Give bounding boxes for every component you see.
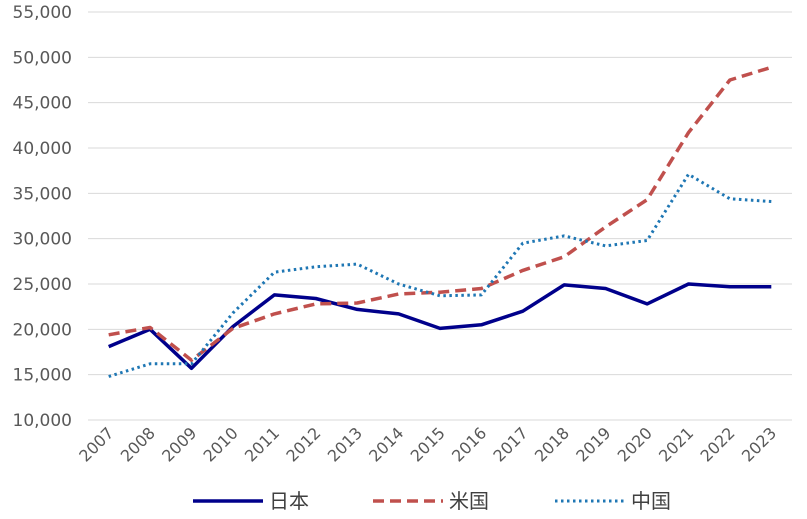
series-line-1: [108, 282, 772, 371]
legend-label-3: 中国: [631, 489, 671, 513]
x-tick-label: 2015: [407, 423, 449, 465]
x-tick-label: 2022: [696, 423, 738, 465]
series-line-3: [108, 172, 772, 378]
y-tick-label: 30,000: [13, 230, 72, 250]
y-tick-label: 50,000: [13, 48, 72, 68]
x-tick-label: 2011: [241, 423, 283, 465]
legend-label-1: 日本: [269, 489, 309, 513]
series-line-2: [108, 65, 772, 362]
legend-label-2: 米国: [449, 489, 489, 513]
y-axis-ticks: 10,000 15,000 20,000 25,000 30,000 35,000 40,0…: [13, 3, 72, 431]
x-tick-label: 2017: [489, 423, 531, 465]
x-tick-label: 2010: [200, 423, 242, 465]
x-tick-label: 2016: [448, 423, 490, 465]
y-tick-label: 45,000: [13, 94, 72, 114]
x-tick-label: 2020: [614, 423, 656, 465]
y-tick-label: 40,000: [13, 139, 72, 159]
x-tick-label: 2014: [365, 423, 407, 465]
grid-lines: [88, 11, 792, 421]
y-tick-label: 15,000: [13, 366, 72, 386]
x-tick-label: 2021: [655, 423, 697, 465]
x-tick-label: 2012: [282, 423, 324, 465]
x-tick-label: 2018: [531, 423, 573, 465]
y-tick-label: 35,000: [13, 184, 72, 204]
x-tick-label: 2007: [75, 423, 117, 465]
y-tick-label: 10,000: [13, 411, 72, 431]
x-axis-ticks: 2007 2008 2009 2010 2011 2012 2013 2014 2015 2016…: [75, 423, 780, 465]
x-tick-label: 2009: [158, 423, 200, 465]
x-tick-label: 2008: [117, 423, 159, 465]
y-tick-label: 20,000: [13, 320, 72, 340]
legend: 日本 米国 中国: [193, 489, 671, 513]
y-tick-label: 25,000: [13, 275, 72, 295]
x-tick-label: 2019: [572, 423, 614, 465]
x-tick-label: 2023: [738, 423, 780, 465]
y-tick-label: 55,000: [13, 3, 72, 23]
x-tick-label: 2013: [324, 423, 366, 465]
series-lines: [108, 65, 772, 378]
